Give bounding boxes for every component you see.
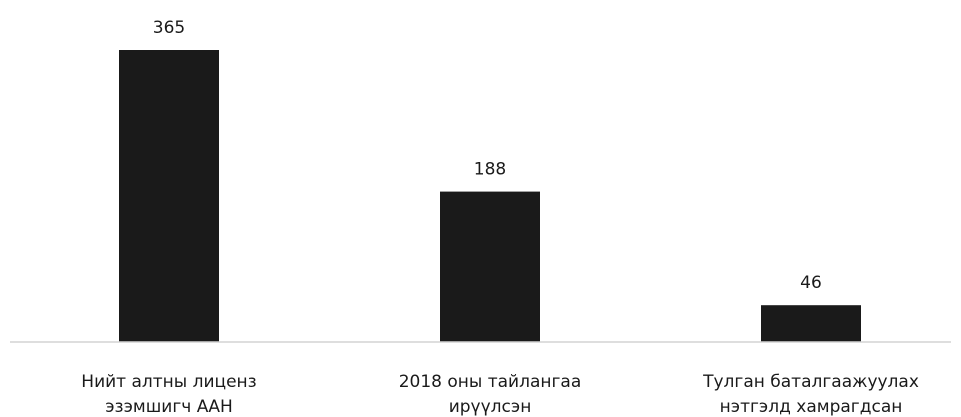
category-label-1-line-2: эзэмшигч ААН (105, 397, 233, 417)
category-label-3-line-2: нэтгэлд хамрагдсан (720, 397, 903, 417)
data-label-2: 188 (474, 160, 506, 180)
category-label-1-line-1: Нийт алтны лиценз (81, 372, 256, 392)
bar-1 (119, 50, 219, 342)
category-label-3-line-1: Тулган баталгаажуулах (702, 372, 919, 392)
bar-2 (440, 191, 540, 342)
category-label-2-line-1: 2018 оны тайлангаа (399, 372, 582, 392)
labels-layer: 365 Нийт алтны лиценз эзэмшигч ААН 188 2018 … (81, 18, 919, 417)
data-label-3: 46 (800, 273, 822, 293)
data-label-1: 365 (153, 18, 185, 38)
category-label-2-line-2: ирүүлсэн (449, 397, 532, 417)
bars-layer (119, 50, 861, 342)
bar-3 (761, 305, 861, 342)
